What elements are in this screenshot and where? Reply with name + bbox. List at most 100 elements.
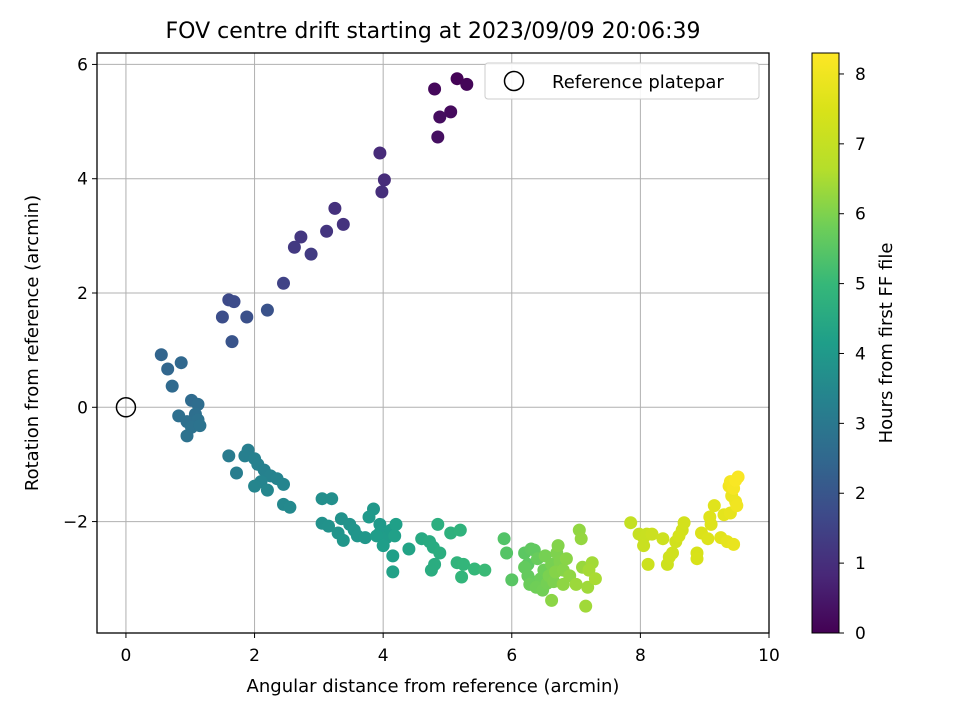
reference-platepar-marker bbox=[115, 397, 137, 418]
data-point bbox=[431, 517, 445, 531]
data-point bbox=[455, 570, 469, 584]
data-point bbox=[260, 303, 274, 317]
data-point bbox=[624, 516, 638, 530]
data-point bbox=[283, 500, 297, 514]
x-tick-label: 10 bbox=[758, 646, 780, 666]
data-point bbox=[727, 537, 741, 551]
data-point bbox=[260, 483, 274, 497]
data-point bbox=[154, 348, 168, 362]
data-point bbox=[377, 173, 391, 187]
legend-open-circle-icon bbox=[503, 70, 525, 92]
legend-entry-label: Reference platepar bbox=[552, 72, 724, 93]
data-point bbox=[468, 562, 481, 576]
x-axis-ticks: 0 2 4 6 8 10 bbox=[121, 633, 780, 666]
data-point bbox=[370, 529, 384, 543]
data-point bbox=[373, 146, 387, 160]
data-points bbox=[154, 72, 745, 613]
colorbar-tick-label: 8 bbox=[855, 65, 866, 85]
data-point bbox=[322, 519, 335, 533]
data-point bbox=[294, 230, 308, 244]
data-point bbox=[376, 539, 390, 553]
y-tick-label: 0 bbox=[77, 398, 88, 418]
data-point bbox=[645, 527, 659, 541]
data-point bbox=[358, 531, 372, 545]
legend: Reference platepar bbox=[484, 62, 760, 100]
data-point bbox=[579, 599, 593, 613]
data-point bbox=[690, 552, 704, 566]
data-point bbox=[666, 546, 679, 560]
data-point bbox=[315, 492, 329, 506]
data-point bbox=[424, 563, 438, 577]
x-tick-label: 4 bbox=[378, 646, 389, 666]
y-tick-label: 2 bbox=[77, 284, 88, 304]
data-point bbox=[478, 563, 492, 577]
data-point bbox=[174, 356, 188, 370]
data-point bbox=[225, 335, 239, 349]
data-point bbox=[386, 565, 400, 579]
y-tick-label: 4 bbox=[77, 170, 88, 190]
data-point bbox=[729, 473, 743, 487]
x-tick-label: 6 bbox=[506, 646, 517, 666]
data-point bbox=[457, 557, 470, 571]
x-tick-label: 2 bbox=[249, 646, 260, 666]
colorbar-tick-label: 4 bbox=[855, 344, 866, 364]
data-point bbox=[375, 185, 389, 199]
x-axis-label: Angular distance from reference (arcmin) bbox=[247, 676, 620, 697]
data-point bbox=[165, 379, 179, 393]
data-point bbox=[433, 546, 447, 560]
chart-title: FOV centre drift starting at 2023/09/09 … bbox=[166, 19, 701, 44]
data-point bbox=[637, 539, 651, 553]
y-axis-label: Rotation from reference (arcmin) bbox=[22, 195, 43, 491]
x-tick-label: 8 bbox=[635, 646, 646, 666]
data-point bbox=[386, 549, 400, 563]
y-tick-label: −2 bbox=[63, 513, 88, 533]
plot-frame bbox=[96, 52, 770, 634]
y-axis-ticks: −2 0 2 4 6 bbox=[63, 55, 97, 533]
data-point bbox=[431, 130, 445, 144]
data-point bbox=[588, 572, 602, 586]
legend-box bbox=[484, 62, 760, 100]
data-point bbox=[248, 479, 262, 493]
data-point bbox=[336, 217, 350, 231]
data-point bbox=[277, 477, 290, 491]
data-point bbox=[500, 546, 514, 560]
data-point bbox=[545, 593, 559, 607]
colorbar-label: Hours from first FF file bbox=[876, 243, 897, 444]
data-point bbox=[505, 573, 519, 587]
data-point bbox=[388, 529, 402, 543]
data-point bbox=[230, 466, 243, 480]
data-point bbox=[641, 557, 655, 571]
data-point bbox=[433, 110, 447, 124]
colorbar-tick-label: 3 bbox=[855, 414, 866, 434]
data-point bbox=[336, 533, 350, 547]
data-point bbox=[701, 532, 715, 546]
data-point bbox=[180, 429, 194, 443]
data-point bbox=[227, 295, 241, 309]
data-point bbox=[703, 510, 717, 524]
data-point bbox=[193, 419, 207, 433]
colorbar-ticks: 0 1 2 3 4 5 6 7 8 bbox=[839, 65, 866, 644]
data-point bbox=[320, 224, 334, 238]
data-point bbox=[402, 542, 416, 556]
colorbar-tick-label: 2 bbox=[855, 484, 866, 504]
y-tick-label: 6 bbox=[77, 55, 88, 75]
colorbar-tick-label: 1 bbox=[855, 554, 866, 574]
data-point bbox=[677, 516, 691, 530]
data-point bbox=[328, 201, 342, 215]
data-point bbox=[389, 517, 403, 531]
data-point bbox=[287, 240, 301, 254]
data-point bbox=[362, 510, 376, 524]
colorbar-tick-label: 5 bbox=[855, 275, 866, 295]
data-point bbox=[569, 577, 583, 591]
data-point bbox=[444, 105, 458, 119]
data-point bbox=[559, 552, 573, 566]
data-point bbox=[161, 362, 175, 376]
colorbar-tick-label: 0 bbox=[855, 624, 866, 644]
x-tick-label: 0 bbox=[121, 646, 132, 666]
data-point bbox=[707, 499, 721, 513]
colorbar bbox=[811, 52, 840, 634]
data-point bbox=[672, 529, 686, 543]
data-point bbox=[460, 77, 474, 91]
